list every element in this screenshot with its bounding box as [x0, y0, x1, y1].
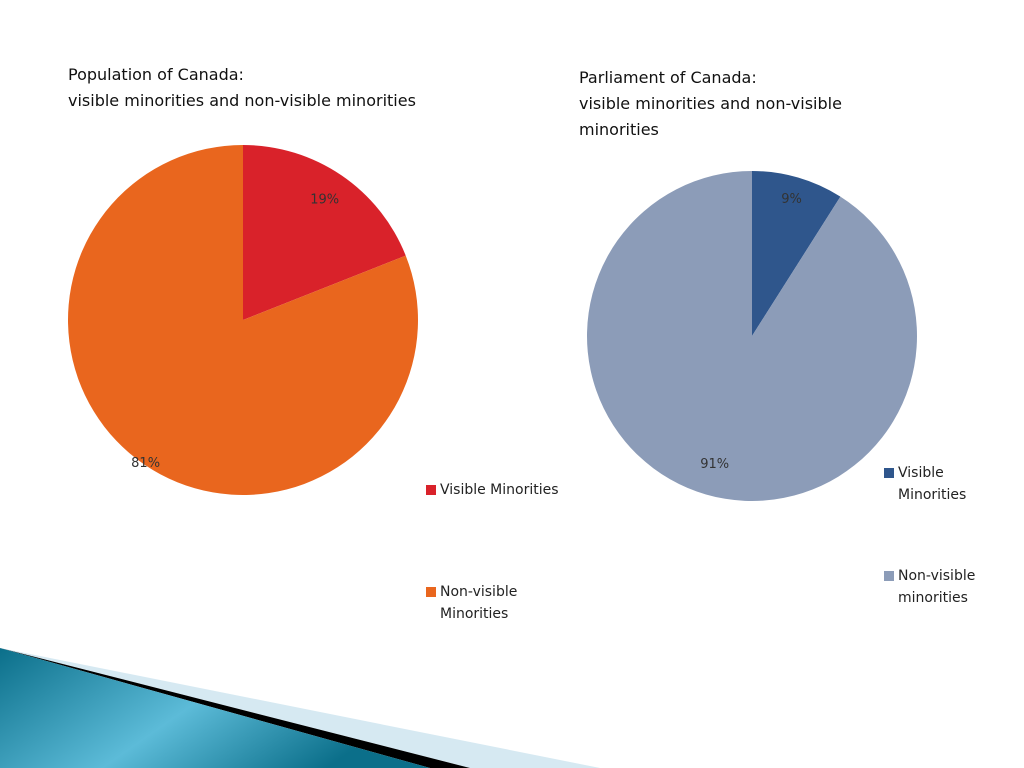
pie-data-label: 19% — [310, 192, 339, 207]
legend-swatch — [884, 571, 894, 581]
legend-swatch — [884, 468, 894, 478]
slide-corner-decoration — [0, 648, 600, 768]
pie-slice-visible-minorities — [243, 145, 406, 320]
pie-data-label: 9% — [781, 192, 802, 207]
parliament-chart-title-line2: visible minorities and non-visible minor… — [579, 94, 842, 139]
legend-label: Visible Minorities — [440, 482, 559, 498]
legend-swatch — [426, 587, 436, 597]
decoration-black-band — [0, 648, 470, 768]
legend-label: Visible Minorities — [898, 465, 967, 503]
pie-slice-non-visible-minorities — [587, 171, 917, 502]
parliament-chart-title: Parliament of Canada: visible minorities… — [579, 65, 879, 143]
parliament-legend-nonvisible: Non-visible minorities — [884, 565, 999, 609]
population-chart-title: Population of Canada: visible minorities… — [68, 62, 488, 114]
pie-slice-visible-minorities — [752, 171, 841, 336]
parliament-pie-chart: 9% 91% — [587, 171, 917, 502]
decoration-light-band — [0, 648, 600, 768]
pie-slice-non-visible-minorities — [67, 145, 418, 495]
pie-data-label: 91% — [700, 457, 729, 472]
parliament-legend-visible: Visible Minorities — [884, 462, 984, 506]
population-pie-chart: 19% 81% — [67, 145, 418, 495]
population-legend-nonvisible: Non-visible Minorities — [426, 581, 536, 625]
pie-data-label: 81% — [131, 456, 160, 471]
parliament-chart-title-line1: Parliament of Canada: — [579, 68, 757, 87]
legend-swatch — [426, 485, 436, 495]
population-chart-title-line1: Population of Canada: — [68, 65, 244, 84]
legend-label: Non-visible minorities — [898, 568, 976, 606]
decoration-teal-band — [0, 648, 430, 768]
population-legend-visible: Visible Minorities — [426, 479, 586, 501]
legend-label: Non-visible Minorities — [440, 584, 518, 622]
population-chart-title-line2: visible minorities and non-visible minor… — [68, 91, 416, 110]
